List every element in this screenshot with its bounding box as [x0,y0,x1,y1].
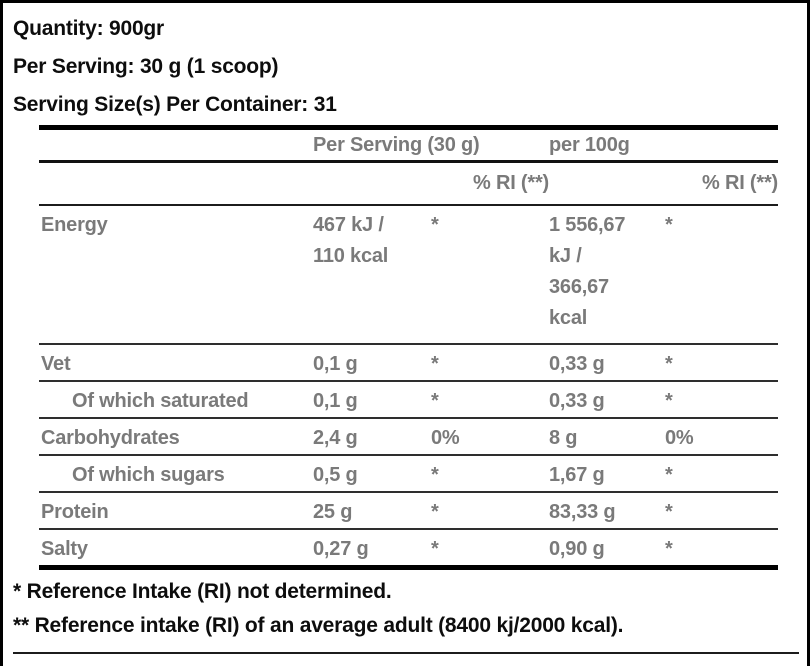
serving-value: 0,1 g [313,380,431,419]
per100g-ri: * [665,343,779,382]
serving-value: 0,1 g [313,343,431,382]
column-header-row: Per Serving (30 g) per 100g [39,127,779,163]
serving-value: 25 g [313,491,431,530]
per100g-ri: * [665,491,779,530]
per100g-value: 1 556,67 kJ / 366,67 kcal [549,204,665,345]
per100g-value: 0,90 g [549,537,605,560]
footnote-ri-average-adult: ** Reference intake (RI) of an average a… [13,614,624,637]
serving-value: 0,27 g [313,537,369,560]
table-row-carbohydrates: Carbohydrates 2,4 g 0% 8 g 0% [39,417,779,456]
nutrient-name: Vet [39,343,313,382]
table-row-fat: Vet 0,1 g * 0,33 g * [39,343,779,382]
table-row-protein: Protein 25 g * 83,33 g * [39,491,779,530]
nutrient-name: Of which sugars [39,454,313,493]
per100g-ri: * [665,537,673,560]
serving-ri: * [431,380,549,419]
per100g-value: 0,33 g [549,343,665,382]
per100g-value: 1,67 g [549,454,665,493]
table-row-salt: Salty 0,27 g * 0,90 g * [39,529,778,568]
serving-ri: * [431,204,549,345]
table-row-energy: Energy 467 kJ / 110 kcal * 1 556,67 kJ /… [39,204,779,345]
ri-header-serving: % RI (**) [313,161,549,206]
empty-header-cell [39,161,313,206]
per100g-value: 0,33 g [549,380,665,419]
serving-value: 0,5 g [313,454,431,493]
per100g-ri: 0% [665,417,779,456]
empty-header-cell [39,127,313,163]
col-header-per-serving: Per Serving (30 g) [313,127,549,163]
col-header-per-100g: per 100g [549,127,779,163]
serving-ri: * [431,343,549,382]
ri-header-100g: % RI (**) [549,161,778,206]
footnote-ri-not-determined: * Reference Intake (RI) not determined. [13,580,392,603]
serving-ri: * [431,537,439,560]
per100g-ri: * [665,380,779,419]
per100g-ri: * [665,454,779,493]
table-row-sugars: Of which sugars 0,5 g * 1,67 g * [39,454,779,493]
serving-ri: * [431,454,549,493]
bottom-section-divider [13,652,799,654]
serving-value: 2,4 g [313,417,431,456]
per100g-ri: * [665,204,779,345]
nutrient-name: Salty [41,537,88,560]
table-row-saturated-fat: Of which saturated 0,1 g * 0,33 g * [39,380,779,419]
per-serving-line: Per Serving: 30 g (1 scoop) [13,55,279,78]
ri-header-row: % RI (**) % RI (**) [39,161,778,206]
nutrient-name: Carbohydrates [39,417,313,456]
nutrient-name: Of which saturated [39,380,313,419]
nutrient-name: Protein [39,491,313,530]
per100g-value: 8 g [549,417,665,456]
serving-ri: 0% [431,417,549,456]
serving-ri: * [431,491,549,530]
per100g-value: 83,33 g [549,491,665,530]
nutrition-table: Per Serving (30 g) per 100g % RI (**) % … [39,125,778,570]
servings-per-container-line: Serving Size(s) Per Container: 31 [13,93,337,116]
product-info: Quantity: 900gr Per Serving: 30 g (1 sco… [13,10,797,124]
serving-value: 467 kJ / 110 kcal [313,204,431,345]
quantity-line: Quantity: 900gr [13,17,165,40]
nutrient-name: Energy [39,204,313,345]
